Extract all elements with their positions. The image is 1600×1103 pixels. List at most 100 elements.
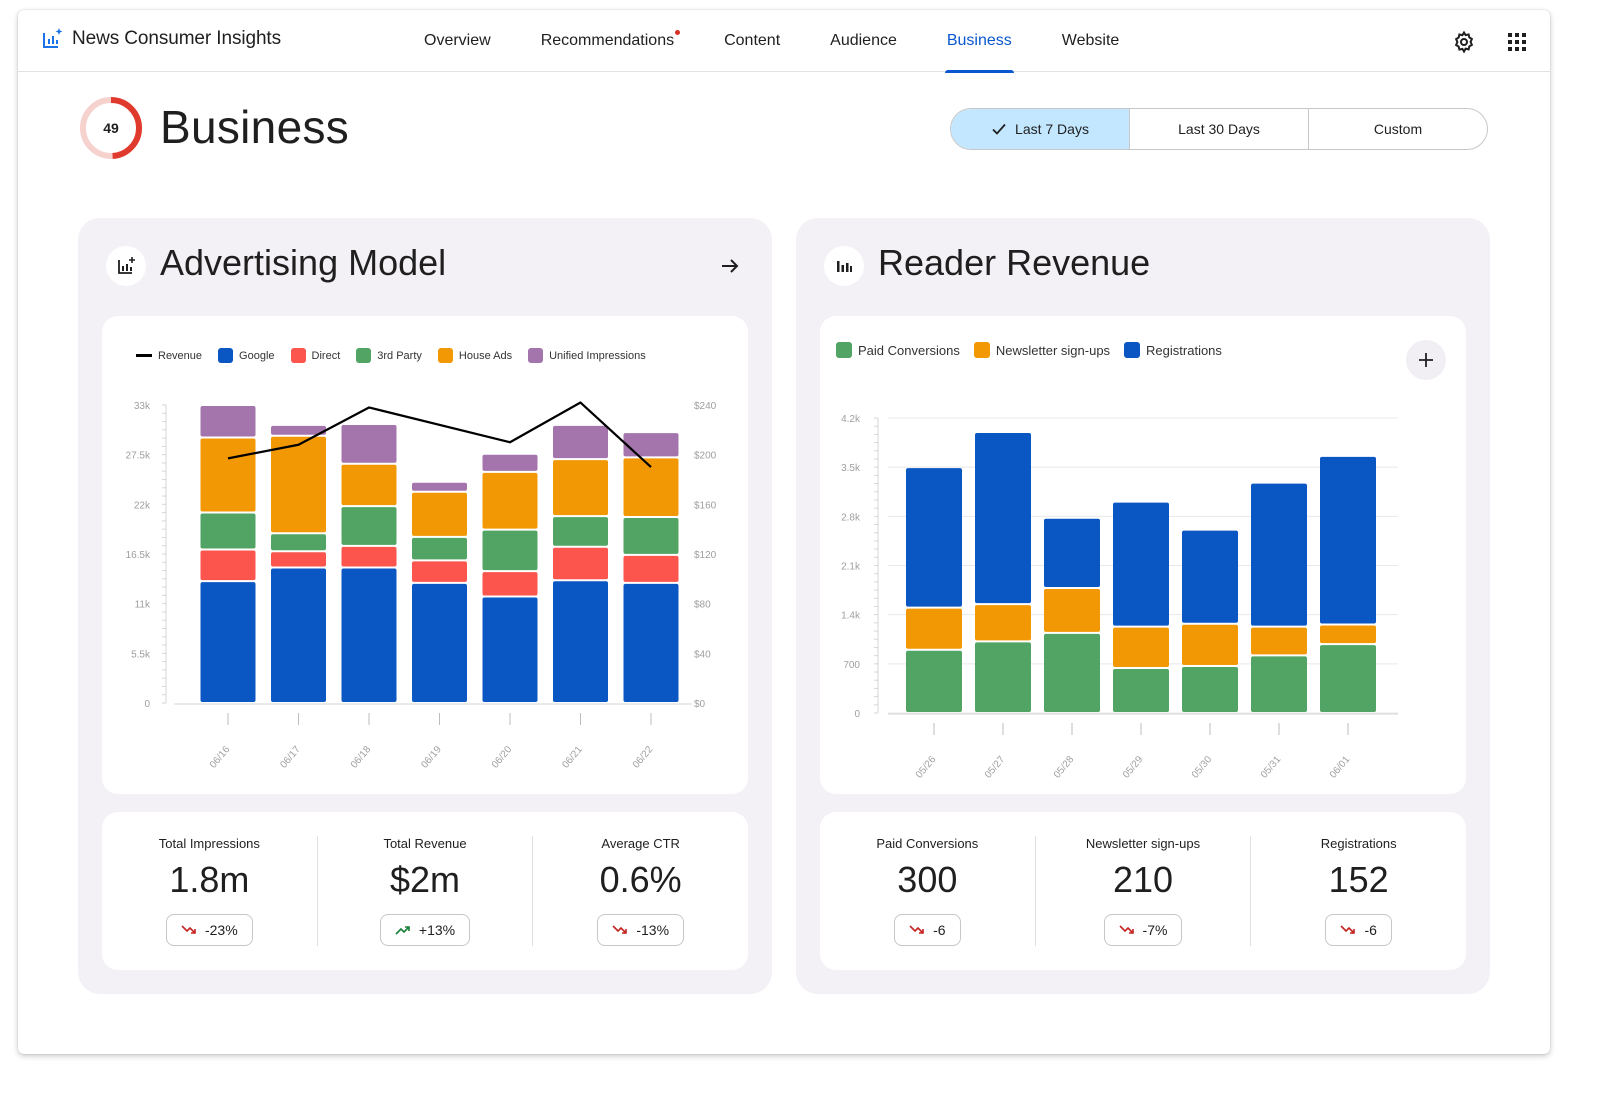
- x-tick-label: 05/29: [1121, 754, 1146, 781]
- tab-content[interactable]: Content: [708, 10, 796, 72]
- tab-label: Website: [1061, 32, 1120, 49]
- bar-segment-unified-impressions: [200, 406, 256, 437]
- stat-value: 300: [897, 858, 958, 900]
- bar-segment-house-ads: [623, 458, 679, 516]
- tab-overview[interactable]: Overview: [408, 10, 507, 72]
- apps-grid-icon[interactable]: [1506, 31, 1528, 53]
- trending-down-icon: [909, 925, 924, 934]
- card-icon-wrap: [106, 246, 146, 286]
- bar-segment-paid-conversions: [906, 650, 962, 712]
- bar-segment-direct: [553, 547, 608, 580]
- stat-change: +13%: [418, 922, 456, 938]
- range-label: Last 30 Days: [1178, 121, 1260, 137]
- x-tick-label: 06/17: [278, 744, 303, 771]
- stat-change: -6: [933, 922, 946, 938]
- bar-segment-unified-impressions: [271, 425, 326, 435]
- y2-tick-label: $80: [694, 600, 711, 611]
- legend-label: 3rd Party: [377, 349, 422, 362]
- bar-segment-3rd-party: [553, 517, 608, 546]
- bar-segment-newsletter-sign-ups: [1320, 625, 1376, 644]
- tab-business[interactable]: Business: [931, 10, 1028, 73]
- legend-item[interactable]: Newsletter sign-ups: [973, 342, 1110, 358]
- score-gauge: 49: [78, 95, 144, 161]
- legend-item[interactable]: Revenue: [136, 350, 202, 362]
- stat-registrations: Registrations 152 -6: [1250, 836, 1466, 946]
- legend-swatch: [218, 348, 234, 363]
- legend-item[interactable]: 3rd Party: [356, 348, 422, 363]
- x-tick-label: 06/22: [631, 744, 656, 771]
- x-tick-label: 05/27: [983, 754, 1008, 781]
- trending-down-icon: [181, 925, 196, 934]
- arrow-right-icon[interactable]: [718, 254, 742, 278]
- legend-item[interactable]: Registrations: [1124, 342, 1222, 358]
- x-tick-label: 06/16: [208, 744, 233, 771]
- legend-item[interactable]: Paid Conversions: [836, 342, 960, 358]
- stat-change: -7%: [1142, 922, 1168, 938]
- bar-segment-house-ads: [341, 464, 397, 506]
- tab-label: Audience: [830, 32, 897, 49]
- y-tick-label: 22k: [134, 500, 151, 511]
- brand[interactable]: News Consumer Insights: [40, 27, 281, 51]
- legend-item[interactable]: Google: [218, 348, 275, 363]
- legend-label: Registrations: [1146, 342, 1222, 358]
- legend-swatch: [356, 348, 372, 363]
- bar-segment-google: [412, 583, 467, 702]
- reader-revenue-card: Reader Revenue Paid Conversions Newslett…: [796, 218, 1490, 994]
- y-tick-label: 33k: [134, 401, 151, 412]
- bar-segment-google: [341, 568, 397, 702]
- tab-recommendations[interactable]: Recommendations: [525, 10, 690, 72]
- page-title: Business: [160, 101, 350, 153]
- settings-gear-icon[interactable]: [1452, 30, 1476, 54]
- trending-down-icon: [1340, 925, 1356, 934]
- range-last-7-days[interactable]: Last 7 Days: [951, 109, 1129, 149]
- bar-segment-3rd-party: [200, 513, 256, 549]
- main-nav: Overview Recommendations Content Audienc…: [408, 10, 1153, 73]
- bar-segment-paid-conversions: [1113, 669, 1169, 712]
- stat-change: -6: [1364, 922, 1377, 938]
- bar-segment-google: [482, 597, 538, 702]
- app-window: News Consumer Insights Overview Recommen…: [18, 10, 1550, 1054]
- stat-change-chip: +13%: [379, 914, 471, 946]
- stat-label: Total Revenue: [383, 836, 467, 851]
- bar-segment-3rd-party: [482, 530, 538, 571]
- add-metric-button[interactable]: [1406, 340, 1446, 380]
- bar-segment-direct: [412, 561, 467, 582]
- legend-label: Unified Impressions: [549, 349, 646, 362]
- stat-label: Registrations: [1320, 836, 1397, 851]
- legend-item[interactable]: Direct: [290, 348, 340, 363]
- legend-item[interactable]: Unified Impressions: [528, 348, 646, 363]
- bar-segment-3rd-party: [271, 534, 326, 551]
- y2-tick-label: $120: [694, 550, 717, 561]
- plus-icon: [1419, 353, 1433, 367]
- tab-label: Content: [724, 32, 781, 49]
- bar-segment-house-ads: [553, 460, 608, 516]
- legend-label: Paid Conversions: [858, 342, 960, 358]
- y-tick-label: 27.5k: [126, 451, 151, 462]
- range-last-30-days[interactable]: Last 30 Days: [1129, 109, 1308, 149]
- bar-segment-house-ads: [482, 472, 538, 529]
- tab-website[interactable]: Website: [1046, 10, 1136, 72]
- y2-tick-label: $240: [694, 401, 717, 412]
- legend-label: House Ads: [458, 349, 513, 362]
- trending-down-icon: [612, 925, 628, 934]
- x-tick-label: 06/21: [560, 744, 585, 771]
- range-label: Custom: [1373, 121, 1423, 137]
- bar-segment-3rd-party: [341, 507, 397, 545]
- y-tick-label: 1.4k: [841, 611, 861, 622]
- notification-dot: [675, 30, 681, 35]
- tab-audience[interactable]: Audience: [814, 10, 913, 72]
- card-title: Advertising Model: [160, 242, 447, 283]
- range-custom[interactable]: Custom: [1308, 109, 1487, 149]
- y2-tick-label: $160: [694, 500, 717, 511]
- bar-segment-unified-impressions: [341, 424, 397, 463]
- stat-label: Newsletter sign-ups: [1085, 836, 1201, 851]
- y-tick-label: 11k: [135, 600, 151, 611]
- y-tick-label: 5.5k: [131, 649, 151, 660]
- x-tick-label: 06/19: [419, 744, 444, 771]
- legend-item[interactable]: House Ads: [437, 348, 513, 363]
- bar-segment-unified-impressions: [623, 433, 679, 457]
- advertising-stats: Total Impressions 1.8m -23% Total Revenu…: [102, 812, 748, 970]
- legend-swatch: [437, 348, 453, 363]
- bar-segment-registrations: [1182, 530, 1238, 623]
- range-label: Last 7 Days: [1015, 121, 1089, 137]
